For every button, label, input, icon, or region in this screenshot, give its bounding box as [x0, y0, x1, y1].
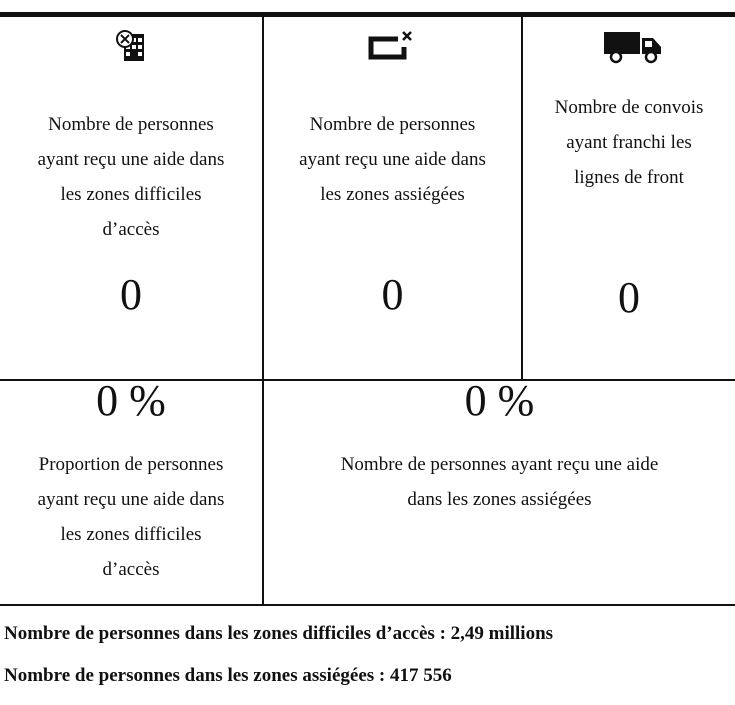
label-line: lignes de front [574, 167, 684, 188]
label: Nombre de personnes ayant reçu une aide d… [264, 447, 735, 517]
label-line: d’accès [102, 559, 160, 580]
label-line: dans les zones assiégées [407, 489, 592, 510]
label: Nombre de convois ayant franchi les lignes… [523, 90, 735, 195]
divider [262, 17, 264, 380]
divider [521, 17, 523, 380]
blocked-icon [368, 31, 412, 60]
footer-line: Nombre de personnes dans les zones diffi… [4, 623, 554, 644]
label-line: ayant franchi les [566, 132, 692, 153]
label-line: Nombre de convois [554, 97, 704, 118]
divider [0, 604, 735, 606]
label-line: d’accès [102, 219, 160, 240]
value: 0 % [464, 376, 535, 425]
label-line: Proportion de personnes [38, 454, 224, 475]
footer-line: Nombre de personnes dans les zones assié… [4, 665, 452, 686]
label-line: les zones difficiles [60, 524, 202, 545]
value: 0 [618, 273, 640, 322]
top-rule [0, 12, 735, 17]
label: Nombre de personnes ayant reçu une aide d… [0, 107, 262, 247]
value: 0 % [96, 376, 166, 425]
label: Proportion de personnes ayant reçu une ai… [0, 447, 262, 587]
label: Nombre de personnes ayant reçu une aide d… [264, 107, 521, 212]
label-line: ayant reçu une aide dans [37, 489, 225, 510]
divider [0, 379, 735, 381]
label-line: Nombre de personnes ayant reçu une aide [340, 454, 659, 475]
label-line: les zones assiégées [320, 184, 465, 205]
truck-icon [604, 32, 661, 64]
label-line: Nombre de personnes [48, 114, 214, 135]
divider [262, 381, 264, 605]
value: 0 [120, 270, 142, 319]
value: 0 [381, 270, 404, 319]
label-line: Nombre de personnes [309, 114, 476, 135]
label-line: ayant reçu une aide dans [299, 149, 486, 170]
label-line: les zones difficiles [60, 184, 202, 205]
label-line: ayant reçu une aide dans [37, 149, 225, 170]
building-icon [116, 30, 144, 61]
